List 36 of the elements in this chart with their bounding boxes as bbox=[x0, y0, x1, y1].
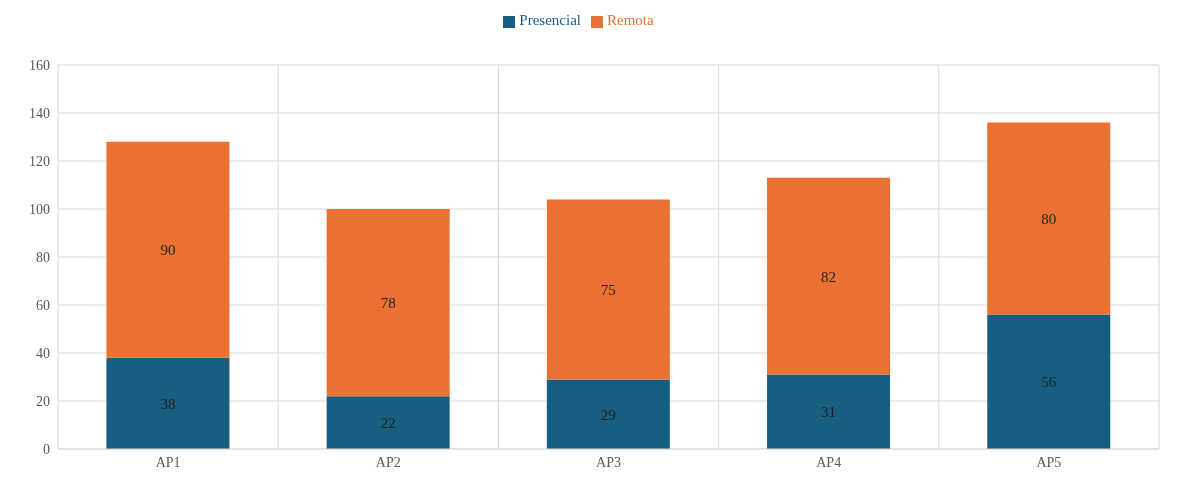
legend-label: Presencial bbox=[519, 12, 581, 28]
legend-label: Remota bbox=[606, 12, 654, 28]
bar bbox=[106, 357, 230, 449]
bar bbox=[767, 177, 891, 375]
data-label: 90 bbox=[160, 242, 176, 259]
data-label: 78 bbox=[380, 294, 396, 311]
bar bbox=[767, 374, 891, 449]
data-label: 56 bbox=[1041, 374, 1057, 391]
y-tick-label: 80 bbox=[36, 249, 50, 265]
data-label: 29 bbox=[600, 406, 616, 423]
x-tick-label: AP2 bbox=[375, 454, 401, 470]
bar bbox=[546, 199, 670, 380]
data-label: 38 bbox=[160, 395, 176, 412]
bar bbox=[326, 209, 450, 397]
bar bbox=[546, 379, 670, 449]
x-tick-label: AP4 bbox=[816, 454, 842, 470]
x-tick-label: AP5 bbox=[1036, 454, 1062, 470]
x-tick-label: AP3 bbox=[596, 454, 621, 470]
y-tick-label: 100 bbox=[29, 201, 50, 217]
bar bbox=[987, 122, 1111, 315]
bar bbox=[106, 141, 230, 358]
data-label: 80 bbox=[1041, 210, 1057, 227]
y-tick-label: 140 bbox=[29, 105, 50, 121]
data-label: 31 bbox=[821, 404, 837, 421]
data-label: 22 bbox=[380, 414, 396, 431]
y-tick-label: 160 bbox=[29, 57, 50, 73]
y-tick-label: 20 bbox=[36, 393, 50, 409]
data-label: 82 bbox=[821, 268, 837, 285]
y-tick-label: 120 bbox=[29, 153, 50, 169]
data-label: 75 bbox=[600, 281, 616, 298]
y-tick-label: 60 bbox=[36, 297, 50, 313]
bar bbox=[326, 396, 450, 449]
y-tick-label: 0 bbox=[43, 441, 50, 457]
bar bbox=[987, 314, 1111, 449]
y-tick-label: 40 bbox=[36, 345, 50, 361]
x-tick-label: AP1 bbox=[155, 454, 181, 470]
